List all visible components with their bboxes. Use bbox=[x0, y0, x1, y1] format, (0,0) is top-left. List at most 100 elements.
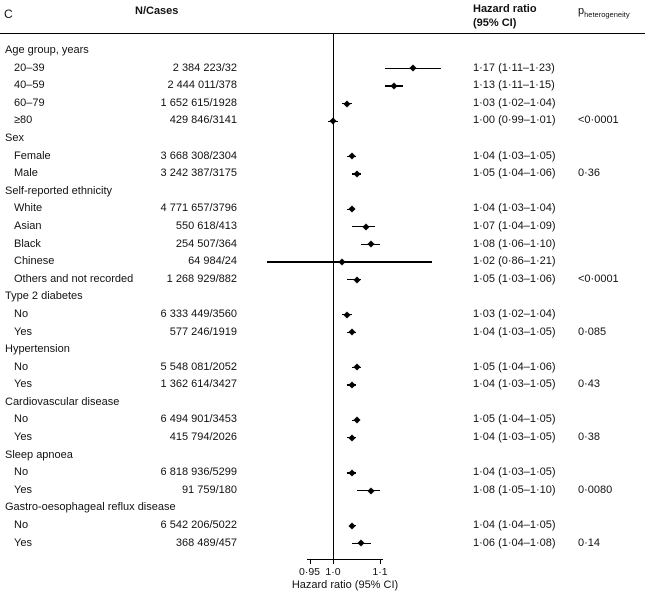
hazard-ratio-ci-value: 1·04 (1·04–1·05) bbox=[473, 519, 556, 532]
point-estimate-marker bbox=[352, 170, 361, 178]
hazard-ratio-ci-value: 1·07 (1·04–1·09) bbox=[473, 219, 556, 232]
hazard-ratio-ci-value: 1·05 (1·04–1·06) bbox=[473, 167, 556, 180]
n-cases-value: 5 548 081/2052 bbox=[160, 360, 237, 373]
hazard-ratio-ci-value: 1·04 (1·03–1·05) bbox=[473, 378, 556, 391]
forest-row: Chinese 64 984/24 1·02 (0·86–1·21) bbox=[0, 253, 645, 271]
hazard-ratio-ci-value: 1·04 (1·03–1·05) bbox=[473, 325, 556, 338]
p-heterogeneity-value: <0·0001 bbox=[578, 272, 619, 285]
forest-row: Black 254 507/364 1·08 (1·06–1·10) bbox=[0, 236, 645, 254]
n-cases-value: 6 818 936/5299 bbox=[160, 466, 237, 479]
point-estimate-marker bbox=[352, 363, 361, 372]
row-label: Age group, years bbox=[5, 44, 89, 56]
forest-row: Male 3 242 387/3175 1·05 (1·04–1·06) 0·36 bbox=[0, 165, 645, 183]
forest-row: No 6 542 206/5022 1·04 (1·04–1·05) bbox=[0, 517, 645, 535]
group-row: Sleep apnoea bbox=[0, 447, 645, 465]
point-estimate-marker bbox=[357, 539, 365, 547]
p-header-base: p bbox=[578, 5, 585, 17]
point-estimate-marker bbox=[348, 328, 356, 336]
row-label: Sleep apnoea bbox=[5, 448, 73, 461]
point-estimate-marker bbox=[352, 275, 361, 284]
point-estimate-marker bbox=[367, 240, 375, 248]
panel-label: C bbox=[4, 7, 13, 21]
row-label: Female bbox=[14, 149, 51, 162]
row-label: 20–39 bbox=[14, 61, 45, 74]
forest-rows: Age group, years 20–39 2 384 223/32 1·17 (1… bbox=[0, 42, 645, 552]
n-cases-value: 6 333 449/3560 bbox=[160, 307, 237, 320]
group-row: Sex bbox=[0, 130, 645, 148]
row-label: Asian bbox=[14, 219, 42, 232]
point-estimate-marker bbox=[348, 381, 356, 389]
forest-row: Yes 1 362 614/3427 1·04 (1·03–1·05) 0·43 bbox=[0, 376, 645, 394]
group-row: Age group, years bbox=[0, 42, 645, 60]
point-estimate-marker bbox=[348, 434, 356, 442]
n-cases-value: 3 242 387/3175 bbox=[160, 167, 237, 180]
forest-row: Yes 577 246/1919 1·04 (1·03–1·05) 0·085 bbox=[0, 324, 645, 342]
row-label: No bbox=[14, 307, 29, 320]
p-heterogeneity-value: 0·14 bbox=[578, 536, 601, 549]
hazard-ratio-ci-value: 1·13 (1·11–1·15) bbox=[473, 79, 555, 92]
row-label: Yes bbox=[14, 536, 32, 549]
forest-row: 20–39 2 384 223/32 1·17 (1·11–1·23) bbox=[0, 60, 645, 78]
forest-row: No 6 818 936/5299 1·04 (1·03–1·05) bbox=[0, 464, 645, 482]
row-label: Type 2 diabetes bbox=[5, 290, 83, 303]
forest-row: Others and not recorded 1 268 929/882 1·05… bbox=[0, 271, 645, 289]
row-label: Gastro-oesophageal reflux disease bbox=[5, 501, 176, 514]
axis-tick-label: 0·95 bbox=[298, 566, 320, 578]
point-estimate-marker bbox=[338, 258, 346, 266]
n-cases-value: 415 794/2026 bbox=[169, 431, 237, 444]
forest-row: Yes 415 794/2026 1·04 (1·03–1·05) 0·38 bbox=[0, 429, 645, 447]
hazard-ratio-header-line1: Hazard ratio bbox=[473, 3, 537, 15]
axis-tick-label: 1·0 bbox=[325, 566, 341, 578]
n-cases-value: 64 984/24 bbox=[188, 255, 237, 268]
p-heterogeneity-value: 0·085 bbox=[578, 325, 607, 338]
hazard-ratio-header-line2: (95% CI) bbox=[473, 16, 517, 29]
hazard-ratio-ci-value: 1·04 (1·03–1·05) bbox=[473, 431, 556, 444]
forest-row: 60–79 1 652 615/1928 1·03 (1·02–1·04) bbox=[0, 95, 645, 113]
group-row: Type 2 diabetes bbox=[0, 288, 645, 306]
hazard-ratio-ci-value: 1·02 (0·86–1·21) bbox=[473, 255, 556, 268]
point-estimate-marker bbox=[362, 223, 370, 231]
n-cases-value: 1 268 929/882 bbox=[166, 272, 237, 285]
hazard-ratio-ci-value: 1·04 (1·03–1·05) bbox=[473, 466, 556, 479]
forest-row: Yes 368 489/457 1·06 (1·04–1·08) 0·14 bbox=[0, 535, 645, 553]
forest-row: No 6 333 449/3560 1·03 (1·02–1·04) bbox=[0, 306, 645, 324]
hazard-ratio-ci-value: 1·08 (1·06–1·10) bbox=[473, 237, 556, 250]
point-estimate-marker bbox=[390, 82, 398, 90]
hazard-ratio-column-header: Hazard ratio (95% CI) bbox=[473, 3, 537, 30]
p-heterogeneity-column-header: pheterogeneity bbox=[578, 5, 630, 19]
p-heterogeneity-value: 0·43 bbox=[578, 378, 601, 391]
n-cases-column-header: N/Cases bbox=[135, 5, 179, 17]
row-label: White bbox=[14, 202, 43, 215]
hazard-ratio-ci-value: 1·03 (1·02–1·04) bbox=[473, 96, 556, 109]
n-cases-value: 429 846/3141 bbox=[169, 114, 237, 127]
x-axis-label: Hazard ratio (95% CI) bbox=[291, 579, 399, 591]
forest-row: Asian 550 618/413 1·07 (1·04–1·09) bbox=[0, 218, 645, 236]
row-label: Male bbox=[14, 167, 38, 180]
n-cases-value: 550 618/413 bbox=[175, 219, 237, 232]
group-row: Self-reported ethnicity bbox=[0, 183, 645, 201]
hazard-ratio-ci-value: 1·04 (1·03–1·04) bbox=[473, 202, 556, 215]
row-label: No bbox=[14, 519, 29, 532]
point-estimate-marker bbox=[367, 487, 375, 495]
forest-row: ≥80 429 846/3141 1·00 (0·99–1·01) <0·0001 bbox=[0, 112, 645, 130]
hazard-ratio-ci-value: 1·04 (1·03–1·05) bbox=[473, 149, 556, 162]
hazard-ratio-ci-value: 1·03 (1·02–1·04) bbox=[473, 307, 556, 320]
row-label: Others and not recorded bbox=[14, 272, 134, 285]
n-cases-value: 2 384 223/32 bbox=[172, 61, 237, 74]
n-cases-value: 3 668 308/2304 bbox=[160, 149, 237, 162]
hazard-ratio-ci-value: 1·08 (1·05–1·10) bbox=[473, 483, 556, 496]
hazard-ratio-ci-value: 1·17 (1·11–1·23) bbox=[473, 61, 555, 74]
forest-row: 40–59 2 444 011/378 1·13 (1·11–1·15) bbox=[0, 77, 645, 95]
point-estimate-marker bbox=[348, 152, 356, 160]
n-cases-value: 254 507/364 bbox=[175, 237, 237, 250]
point-estimate-marker bbox=[409, 64, 417, 72]
point-estimate-marker bbox=[352, 416, 361, 424]
axis-tick bbox=[380, 559, 381, 564]
n-cases-value: 6 494 901/3453 bbox=[160, 413, 237, 426]
row-label: Black bbox=[14, 237, 41, 250]
n-cases-value: 577 246/1919 bbox=[169, 325, 237, 338]
n-cases-value: 4 771 657/3796 bbox=[160, 202, 237, 215]
confidence-interval-line bbox=[267, 261, 432, 263]
point-estimate-marker bbox=[348, 522, 356, 530]
